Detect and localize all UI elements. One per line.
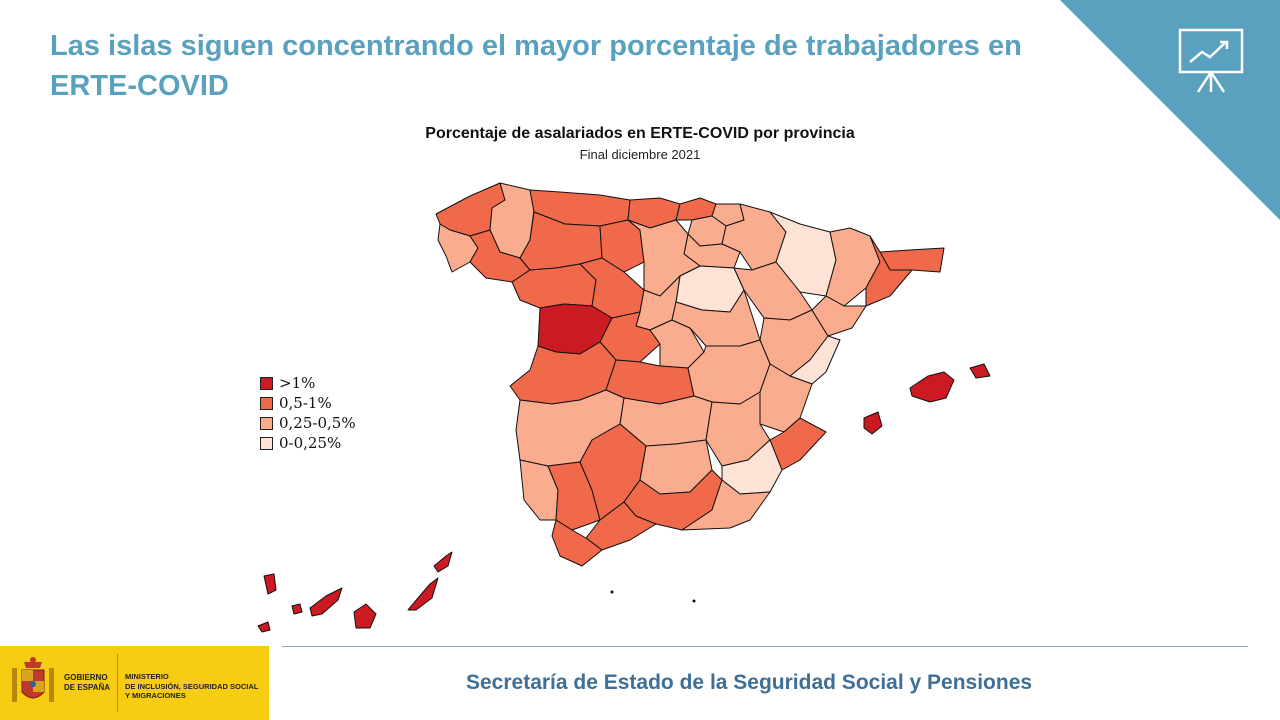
legend-item: >1% (260, 373, 356, 393)
ceuta-marker (610, 590, 614, 594)
legend-label: >1% (279, 374, 316, 392)
logo-divider (117, 654, 118, 712)
legend-item: 0-0,25% (260, 433, 356, 453)
island-tenerife (309, 587, 343, 617)
province-mallorca (909, 371, 955, 403)
slide-title: Las islas siguen concentrando el mayor p… (50, 30, 1022, 102)
province-valencia (759, 363, 813, 433)
map-title: Porcentaje de asalariados en ERTE-COVID … (425, 125, 855, 142)
legend-swatch (260, 416, 273, 430)
legend-label: 0,5-1% (279, 394, 332, 412)
legend-label: 0-0,25% (279, 434, 342, 452)
island-fuerteventura (407, 577, 439, 611)
island-la-gomera (291, 603, 303, 615)
province-cadiz (551, 519, 603, 567)
province-menorca (969, 363, 991, 379)
government-logo: GOBIERNO DE ESPAÑA MINISTERIO DE INCLUSI… (0, 646, 269, 720)
map-subtitle: Final diciembre 2021 (579, 147, 701, 162)
logo-ministry-text: MINISTERIO DE INCLUSIÓN, SEGURIDAD SOCIA… (125, 672, 259, 700)
island-lanzarote (433, 551, 453, 573)
island-gran-canaria (353, 603, 377, 629)
legend-swatch (260, 376, 273, 390)
map-legend: >1% 0,5-1% 0,25-0,5% 0-0,25% (260, 373, 356, 453)
legend-item: 0,25-0,5% (260, 413, 356, 433)
province-barcelona (865, 235, 913, 307)
logo-government-text: GOBIERNO DE ESPAÑA (64, 673, 111, 692)
melilla-marker (692, 599, 696, 603)
footer-text: Secretaría de Estado de la Seguridad Soc… (466, 671, 1033, 694)
legend-item: 0,5-1% (260, 393, 356, 413)
legend-label: 0,25-0,5% (279, 414, 356, 432)
presentation-chart-icon (1178, 28, 1244, 93)
island-el-hierro (257, 621, 271, 633)
footer-divider (282, 646, 1248, 647)
province-ibiza (863, 411, 883, 435)
corner-decoration (1060, 0, 1280, 220)
legend-swatch (260, 436, 273, 450)
island-la-palma (263, 573, 277, 595)
coat-of-arms-icon (12, 657, 54, 702)
legend-swatch (260, 396, 273, 410)
province-almeria (681, 479, 771, 531)
